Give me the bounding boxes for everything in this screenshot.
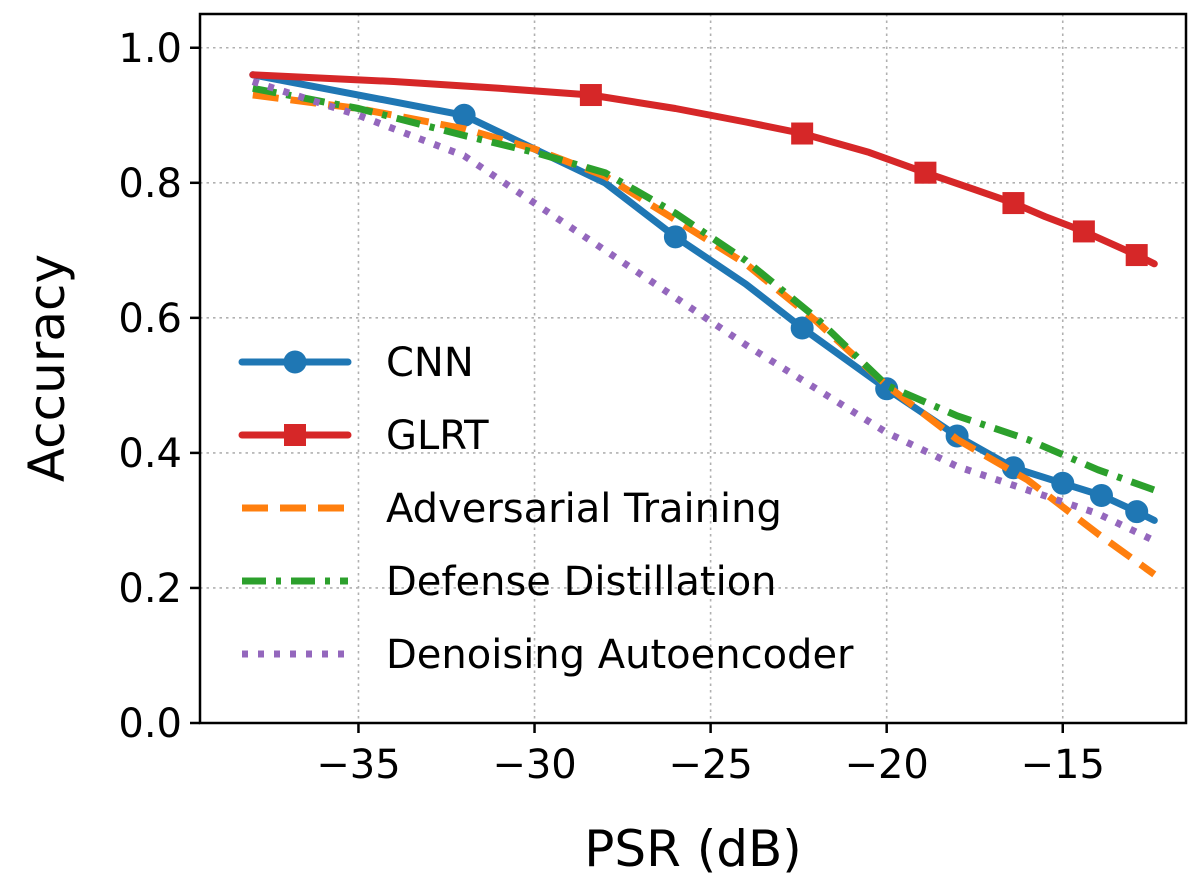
series-line-glrt bbox=[249, 71, 1158, 268]
series-marker-cnn bbox=[1125, 500, 1149, 524]
series-marker-glrt bbox=[1072, 220, 1095, 243]
legend-label-adversarial-training: Adversarial Training bbox=[386, 486, 782, 532]
y-tick-label: 0.6 bbox=[118, 296, 182, 342]
legend-marker-glrt bbox=[284, 424, 306, 446]
series-marker-cnn bbox=[1089, 483, 1113, 507]
series-lines bbox=[249, 71, 1158, 578]
x-tick-label: −30 bbox=[492, 742, 576, 788]
grid bbox=[200, 14, 1186, 724]
axis-ticks: −35 −30 −25 −20 −15 0.0 0.2 0.4 0.6 0.8 1.0 bbox=[118, 26, 1105, 788]
legend-label-denoising-autoencoder: Denoising Autoencoder bbox=[386, 632, 854, 678]
series-marker-glrt bbox=[1002, 192, 1025, 215]
series-marker-glrt bbox=[914, 161, 937, 184]
x-tick-label: −35 bbox=[316, 742, 400, 788]
legend: CNN GLRT Adversarial Training Defense Disti… bbox=[238, 340, 854, 678]
series-marker-glrt bbox=[579, 84, 602, 107]
series-marker-glrt bbox=[1125, 244, 1148, 267]
y-tick-label: 0.0 bbox=[118, 701, 182, 747]
legend-label-glrt: GLRT bbox=[386, 413, 489, 459]
x-tick-label: −20 bbox=[844, 742, 928, 788]
series-line-adversarial-training bbox=[252, 91, 1157, 578]
x-tick-label: −15 bbox=[1021, 742, 1105, 788]
series-marker-cnn bbox=[663, 225, 687, 249]
y-tick-label: 0.2 bbox=[118, 566, 182, 612]
series-marker-cnn bbox=[452, 103, 476, 127]
series-marker-cnn bbox=[790, 316, 814, 340]
y-tick-label: 1.0 bbox=[118, 26, 182, 72]
x-axis-label: PSR (dB) bbox=[584, 820, 802, 878]
plot-frame bbox=[198, 12, 1188, 725]
legend-label-cnn: CNN bbox=[386, 340, 474, 386]
x-tick-label: −25 bbox=[668, 742, 752, 788]
legend-marker-cnn bbox=[283, 350, 307, 374]
series-line-denoising-autoencoder bbox=[251, 78, 1156, 544]
series-line-defense-distillation bbox=[252, 84, 1156, 494]
y-tick-label: 0.4 bbox=[118, 431, 182, 477]
y-tick-label: 0.8 bbox=[118, 161, 182, 207]
legend-label-defense-distillation: Defense Distillation bbox=[386, 559, 777, 605]
series-marker-cnn bbox=[1051, 471, 1075, 495]
series-marker-glrt bbox=[791, 122, 814, 145]
y-axis-label: Accuracy bbox=[18, 254, 76, 482]
